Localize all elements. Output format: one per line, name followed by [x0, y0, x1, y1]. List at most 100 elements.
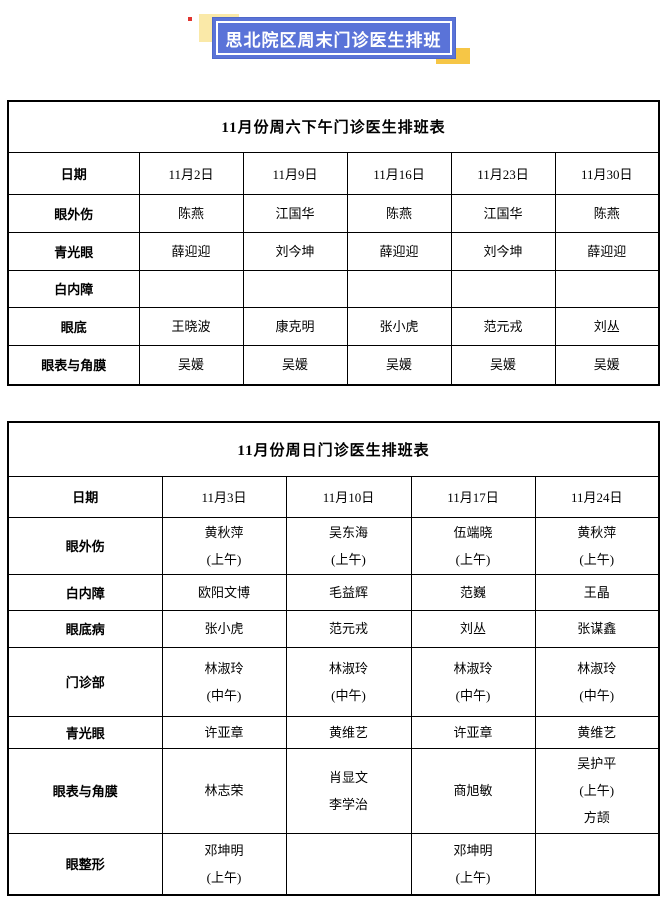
date-header-cell: 11月17日 — [410, 475, 536, 518]
schedule-cell: 张谋鑫 — [534, 609, 660, 648]
schedule-cell: 范元戎 — [285, 609, 412, 648]
schedule-cell: 毛益辉 — [285, 573, 412, 611]
schedule-cell-line: 林淑玲 — [328, 660, 368, 676]
schedule-cell: 王晶 — [534, 573, 660, 611]
schedule-cell: 欧阳文博 — [161, 573, 287, 611]
schedule-cell — [554, 269, 660, 308]
schedule-cell: 薛迎迎 — [138, 231, 244, 271]
department-label: 青光眼 — [7, 715, 163, 749]
department-label: 眼整形 — [7, 832, 163, 896]
table-row: 白内障 — [7, 269, 660, 308]
schedule-cell-line: 薛迎迎 — [587, 243, 627, 259]
schedule-cell-line: 刘丛 — [593, 318, 620, 334]
schedule-cell — [450, 269, 556, 308]
schedule-cell: 黄维艺 — [285, 715, 412, 749]
schedule-cell-line: 王晶 — [583, 584, 610, 600]
department-label: 眼外伤 — [7, 193, 140, 233]
schedule-cell-line: 黄秋萍 — [204, 524, 244, 540]
schedule-cell-line: 范巍 — [459, 584, 486, 600]
schedule-cell-line: 江国华 — [275, 205, 315, 221]
date-header-cell: 11月2日 — [138, 151, 244, 195]
schedule-cell — [346, 269, 452, 308]
schedule-cell-line: 江国华 — [483, 205, 523, 221]
schedule-cell-line: (上午) — [206, 551, 242, 567]
department-label: 门诊部 — [7, 646, 163, 717]
table-row: 门诊部 林淑玲 (中午) 林淑玲 (中午) 林淑玲 (中午) 林淑玲 (中午) — [7, 646, 660, 717]
schedule-cell: 吴媛 — [554, 344, 660, 386]
schedule-cell: 张小虎 — [161, 609, 287, 648]
saturday-table-title: 11月份周六下午门诊医生排班表 — [7, 100, 660, 153]
schedule-cell-line: 陈燕 — [385, 205, 412, 221]
schedule-cell: 林淑玲 (中午) — [161, 646, 287, 717]
schedule-cell — [285, 832, 412, 896]
schedule-cell: 刘丛 — [410, 609, 536, 648]
schedule-cell: 林志荣 — [161, 747, 287, 834]
schedule-cell-line: 林志荣 — [204, 783, 244, 798]
schedule-cell-line: 范元戎 — [328, 621, 368, 636]
schedule-cell-line: 伍端晓 — [453, 524, 493, 540]
schedule-cell — [534, 832, 660, 896]
schedule-cell-line: 林淑玲 — [204, 660, 244, 676]
table-row: 青光眼 薛迎迎 刘今坤 薛迎迎 刘今坤 薛迎迎 — [7, 231, 660, 271]
department-label: 眼表与角膜 — [7, 344, 140, 386]
schedule-cell-line: 吴东海 — [328, 524, 368, 540]
date-header-cell: 11月24日 — [534, 475, 660, 518]
table-row: 眼底病 张小虎 范元戎 刘丛 张谋鑫 — [7, 609, 660, 648]
schedule-cell-line: (中午) — [206, 687, 242, 703]
schedule-cell-line: 薛迎迎 — [379, 243, 419, 259]
schedule-cell: 吴媛 — [450, 344, 556, 386]
schedule-cell-line: 吴媛 — [281, 357, 308, 373]
schedule-cell: 薛迎迎 — [554, 231, 660, 271]
schedule-cell-line: 康克明 — [275, 318, 315, 334]
schedule-cell-line: 黄维艺 — [577, 724, 617, 740]
schedule-cell-line: 刘今坤 — [483, 243, 523, 259]
table-row: 眼底 王晓波 康克明 张小虎 范元戎 刘丛 — [7, 306, 660, 346]
schedule-cell: 伍端晓 (上午) — [410, 516, 536, 575]
schedule-cell-line: 许亚章 — [453, 724, 493, 740]
schedule-cell: 康克明 — [242, 306, 348, 346]
sunday-table-header-row: 日期 11月3日 11月10日 11月17日 11月24日 — [7, 475, 660, 518]
schedule-cell-line: 邓坤明 — [204, 842, 244, 858]
schedule-cell: 林淑玲 (中午) — [534, 646, 660, 717]
schedule-cell: 张小虎 — [346, 306, 452, 346]
schedule-cell: 邓坤明 (上午) — [161, 832, 287, 896]
schedule-cell-line: 陈燕 — [177, 205, 204, 221]
schedule-cell-line: (中午) — [331, 687, 366, 703]
schedule-cell: 江国华 — [242, 193, 348, 233]
table-row: 眼外伤 黄秋萍 (上午) 吴东海 (上午) 伍端晓 (上午) 黄秋萍 (上午) — [7, 516, 660, 575]
schedule-cell: 王晓波 — [138, 306, 244, 346]
date-header-cell: 11月16日 — [346, 151, 452, 195]
table-row: 白内障 欧阳文博 毛益辉 范巍 王晶 — [7, 573, 660, 611]
department-label: 眼底 — [7, 306, 140, 346]
date-header-cell: 11月3日 — [161, 475, 287, 518]
red-square-decoration — [187, 17, 192, 21]
schedule-cell-line: 林淑玲 — [577, 660, 617, 676]
date-label-header: 日期 — [7, 475, 163, 518]
banner: 思北院区周末门诊医生排班 — [187, 14, 470, 64]
sunday-schedule-table: 11月份周日门诊医生排班表 日期 11月3日 11月10日 11月17日 11月24日 眼外… — [7, 421, 660, 896]
schedule-cell-line: 王晓波 — [171, 318, 211, 334]
sunday-table-title: 11月份周日门诊医生排班表 — [7, 421, 660, 477]
schedule-cell: 邓坤明 (上午) — [410, 832, 536, 896]
schedule-cell-line: 张谋鑫 — [577, 621, 617, 636]
schedule-cell-line: 吴媛 — [177, 357, 204, 373]
date-header-cell: 11月23日 — [450, 151, 556, 195]
department-label: 白内障 — [7, 269, 140, 308]
schedule-cell: 许亚章 — [161, 715, 287, 749]
schedule-cell-line: 方颉 — [583, 810, 610, 825]
schedule-cell: 许亚章 — [410, 715, 536, 749]
date-header-cell: 11月10日 — [285, 475, 412, 518]
banner-inner-frame: 思北院区周末门诊医生排班 — [215, 21, 452, 55]
schedule-cell: 林淑玲 (中午) — [410, 646, 536, 717]
schedule-cell-line: (中午) — [455, 687, 491, 703]
schedule-cell-line: 吴媛 — [489, 357, 516, 373]
schedule-cell: 薛迎迎 — [346, 231, 452, 271]
schedule-cell-line: 毛益辉 — [328, 584, 368, 600]
schedule-cell: 吴东海 (上午) — [285, 516, 412, 575]
table-row: 眼表与角膜 吴媛 吴媛 吴媛 吴媛 吴媛 — [7, 344, 660, 386]
schedule-cell-line: 黄秋萍 — [577, 524, 617, 540]
schedule-cell-line: (上午) — [579, 551, 615, 567]
schedule-cell-line: 欧阳文博 — [197, 584, 250, 600]
schedule-cell: 商旭敏 — [410, 747, 536, 834]
